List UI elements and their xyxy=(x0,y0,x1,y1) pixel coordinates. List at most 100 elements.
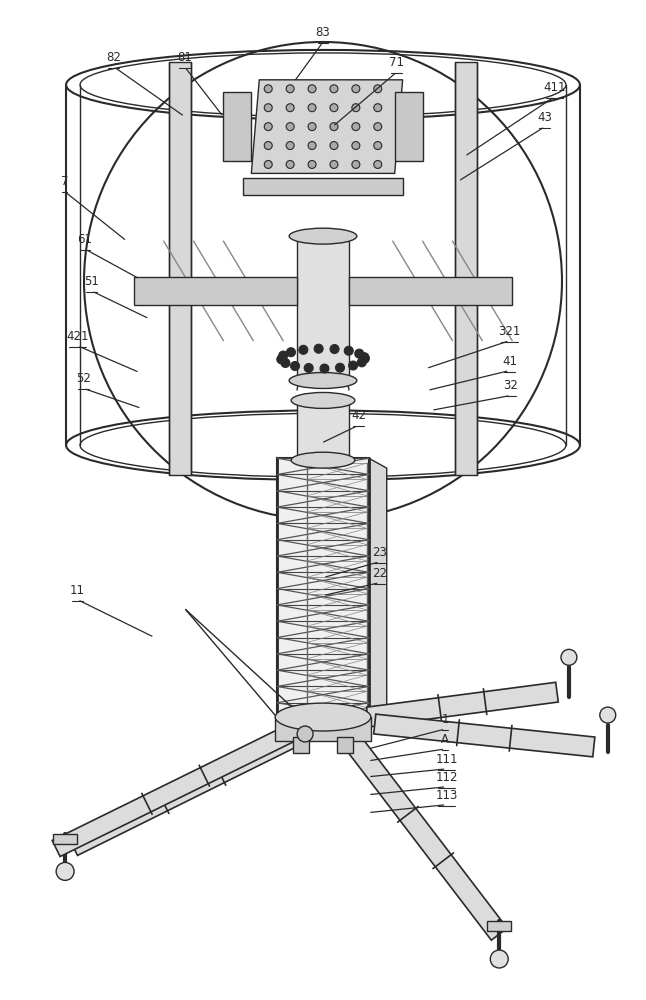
Circle shape xyxy=(561,649,577,665)
Circle shape xyxy=(264,104,272,112)
Polygon shape xyxy=(134,277,297,305)
Polygon shape xyxy=(169,62,191,475)
Bar xyxy=(53,834,77,844)
Polygon shape xyxy=(244,178,402,195)
Ellipse shape xyxy=(289,228,357,244)
Circle shape xyxy=(320,364,329,373)
Polygon shape xyxy=(297,400,349,460)
Ellipse shape xyxy=(291,392,355,408)
Polygon shape xyxy=(293,737,309,753)
Polygon shape xyxy=(52,723,299,857)
Text: 23: 23 xyxy=(372,546,387,559)
Circle shape xyxy=(281,358,290,367)
Circle shape xyxy=(286,123,294,131)
Circle shape xyxy=(374,85,382,93)
Polygon shape xyxy=(395,92,422,161)
Polygon shape xyxy=(275,717,371,741)
Circle shape xyxy=(330,345,339,354)
Text: 61: 61 xyxy=(78,233,92,246)
Circle shape xyxy=(352,104,360,112)
Text: 7: 7 xyxy=(61,175,68,188)
Circle shape xyxy=(299,345,308,354)
Circle shape xyxy=(56,862,74,880)
Polygon shape xyxy=(224,92,251,161)
Ellipse shape xyxy=(275,703,371,731)
Circle shape xyxy=(352,85,360,93)
Circle shape xyxy=(308,160,316,168)
Circle shape xyxy=(360,354,370,363)
Bar xyxy=(487,921,511,931)
Circle shape xyxy=(374,160,382,168)
Polygon shape xyxy=(277,458,369,719)
Text: 421: 421 xyxy=(66,330,89,343)
Text: 411: 411 xyxy=(543,81,566,94)
Circle shape xyxy=(357,358,366,367)
Circle shape xyxy=(286,348,295,357)
Text: 321: 321 xyxy=(498,325,521,338)
Circle shape xyxy=(330,104,338,112)
Circle shape xyxy=(352,142,360,150)
Circle shape xyxy=(308,123,316,131)
Text: 81: 81 xyxy=(177,51,192,64)
Text: 82: 82 xyxy=(107,51,121,64)
Circle shape xyxy=(349,361,358,370)
Circle shape xyxy=(374,104,382,112)
Text: 42: 42 xyxy=(351,409,366,422)
Polygon shape xyxy=(349,277,512,305)
Circle shape xyxy=(352,123,360,131)
Polygon shape xyxy=(366,682,558,727)
Polygon shape xyxy=(344,735,507,940)
Polygon shape xyxy=(297,236,349,381)
Circle shape xyxy=(490,950,508,968)
Text: 52: 52 xyxy=(76,372,91,385)
Circle shape xyxy=(308,104,316,112)
Polygon shape xyxy=(337,737,353,753)
Text: 112: 112 xyxy=(435,771,458,784)
Circle shape xyxy=(330,160,338,168)
Circle shape xyxy=(276,355,286,364)
Text: 1: 1 xyxy=(441,713,449,726)
Circle shape xyxy=(291,362,300,370)
Circle shape xyxy=(286,160,294,168)
Circle shape xyxy=(286,85,294,93)
Circle shape xyxy=(308,85,316,93)
Circle shape xyxy=(330,142,338,150)
Circle shape xyxy=(308,142,316,150)
Polygon shape xyxy=(455,62,477,475)
Polygon shape xyxy=(68,720,315,855)
Circle shape xyxy=(330,85,338,93)
Text: 83: 83 xyxy=(316,26,330,39)
Circle shape xyxy=(304,363,313,372)
Text: A: A xyxy=(441,733,449,746)
Circle shape xyxy=(360,353,369,362)
Circle shape xyxy=(355,349,364,358)
Circle shape xyxy=(344,346,353,355)
Polygon shape xyxy=(374,714,595,757)
Polygon shape xyxy=(251,80,402,173)
Circle shape xyxy=(286,142,294,150)
Text: 22: 22 xyxy=(372,567,387,580)
Text: 113: 113 xyxy=(435,789,457,802)
Circle shape xyxy=(599,707,616,723)
Circle shape xyxy=(374,142,382,150)
Circle shape xyxy=(374,123,382,131)
Circle shape xyxy=(314,344,323,353)
Text: 71: 71 xyxy=(390,56,404,69)
Polygon shape xyxy=(369,458,387,729)
Text: 43: 43 xyxy=(537,111,552,124)
Circle shape xyxy=(264,160,272,168)
Circle shape xyxy=(297,726,313,742)
Text: 41: 41 xyxy=(502,355,517,368)
Circle shape xyxy=(286,104,294,112)
Circle shape xyxy=(278,351,287,360)
Circle shape xyxy=(264,85,272,93)
Circle shape xyxy=(264,142,272,150)
Circle shape xyxy=(330,123,338,131)
Text: 51: 51 xyxy=(84,275,99,288)
Text: 32: 32 xyxy=(503,379,518,392)
Circle shape xyxy=(352,160,360,168)
Circle shape xyxy=(264,123,272,131)
Ellipse shape xyxy=(291,452,355,468)
Ellipse shape xyxy=(289,373,357,388)
Text: 11: 11 xyxy=(70,584,85,597)
